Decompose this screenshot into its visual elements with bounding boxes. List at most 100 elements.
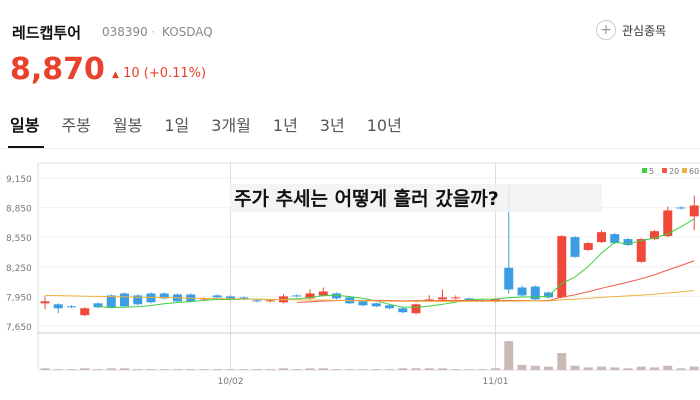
y-tick-label: 8,250 [6,264,32,274]
volume-bar [226,369,235,370]
favorite-button[interactable]: + 관심종목 [596,20,666,40]
period-tab[interactable]: 일봉 [10,116,40,135]
candle-body [332,293,341,299]
volume-bar [385,369,394,370]
candle-body [623,239,633,246]
moving-average [97,218,695,309]
change-pct: (+0.11%) [143,66,207,81]
y-tick-label: 7,650 [6,323,32,333]
candle-body [530,286,540,300]
legend-swatch [662,168,667,173]
candle-body [133,295,143,305]
candle-body [451,297,461,299]
volume-bar [279,368,288,370]
candle-body [80,308,90,316]
period-tab[interactable]: 월봉 [112,116,143,135]
period-tab[interactable]: 3년 [319,116,345,135]
active-tab-underline [8,146,44,148]
volume-bar [212,369,222,370]
volume-bar [332,369,341,370]
candle-body [411,304,421,314]
volume-bar [106,368,116,370]
candle-body [676,207,686,209]
candle-body [226,296,235,300]
legend-label: 5 [649,167,654,176]
volume-bar [636,366,646,370]
volume-bar [477,369,487,370]
moving-average [44,289,695,302]
y-tick-label: 8,850 [6,204,32,214]
period-tab[interactable]: 주봉 [61,116,91,135]
volume-bar [689,366,699,370]
candle-body [424,299,434,301]
volume-bar [80,368,90,370]
period-tab[interactable]: 10년 [366,116,402,135]
volume-bar [504,341,514,370]
volume-bar [371,369,381,370]
stock-code: 038390 [102,25,148,39]
candle-body [239,297,249,300]
candle-body [358,301,368,306]
y-tick-label: 9,150 [6,175,32,185]
candle-body [570,237,580,257]
period-tab[interactable]: 1일 [164,116,190,135]
volume-bar [597,366,606,370]
candle-body [517,287,527,296]
volume-bar [93,369,103,370]
period-tab[interactable]: 3개월 [211,116,251,135]
x-tick-label: 11/01 [483,377,509,387]
candle-body [610,234,620,244]
volume-bar [610,367,620,370]
annotation-group: 주가 추세는 어떻게 흘러 갔을까? [230,184,602,212]
volume-bar [398,368,408,370]
volume-bar [517,364,527,370]
candle-body [305,293,315,299]
divider [0,148,700,149]
volume-bar [583,367,593,370]
legend-swatch [642,168,647,173]
volume-bar [53,369,63,370]
volume-bar [464,369,474,370]
candle-body [689,205,699,217]
volume-bar [451,369,461,370]
annotation: 주가 추세는 어떻게 흘러 갔을까? [234,187,499,210]
candle-body [544,292,553,298]
volume-bar [186,369,196,370]
volume-bar [411,368,421,370]
candle-body [438,297,447,300]
legend-label: 20 [669,167,679,176]
candle-body [636,239,646,262]
candle-body [159,293,169,299]
change-arrow: ▲ [112,70,119,80]
volume-bar [358,369,368,370]
candle-body [252,300,262,302]
separator: · [151,25,155,39]
favorite-label: 관심종목 [622,23,667,38]
volume-bar [676,368,686,370]
period-tabs: 일봉 주봉 월봉 1일 3개월 1년 3년 10년 [10,112,424,136]
volume-bar [40,368,50,370]
candle-body [93,303,103,308]
volume-bar [345,369,355,370]
x-tick-label: 10/02 [218,377,244,387]
volume-bar [305,368,315,370]
candle-body [663,210,673,237]
candle-body [120,293,129,307]
volume-bar [292,369,302,370]
candle-body [212,295,222,298]
volume-bar [530,365,540,370]
candle-body [318,291,328,296]
volume-bar [67,369,76,370]
volume-bar [265,369,275,370]
candle-body [398,308,408,313]
volume-bar [252,369,262,370]
volume-bar [491,368,500,370]
period-tab[interactable]: 1년 [272,116,298,135]
candle-body [106,295,116,308]
volume-bar [544,366,553,370]
volume-bar [146,369,156,370]
volume-bar [173,369,182,370]
annotation-bg [230,184,602,212]
